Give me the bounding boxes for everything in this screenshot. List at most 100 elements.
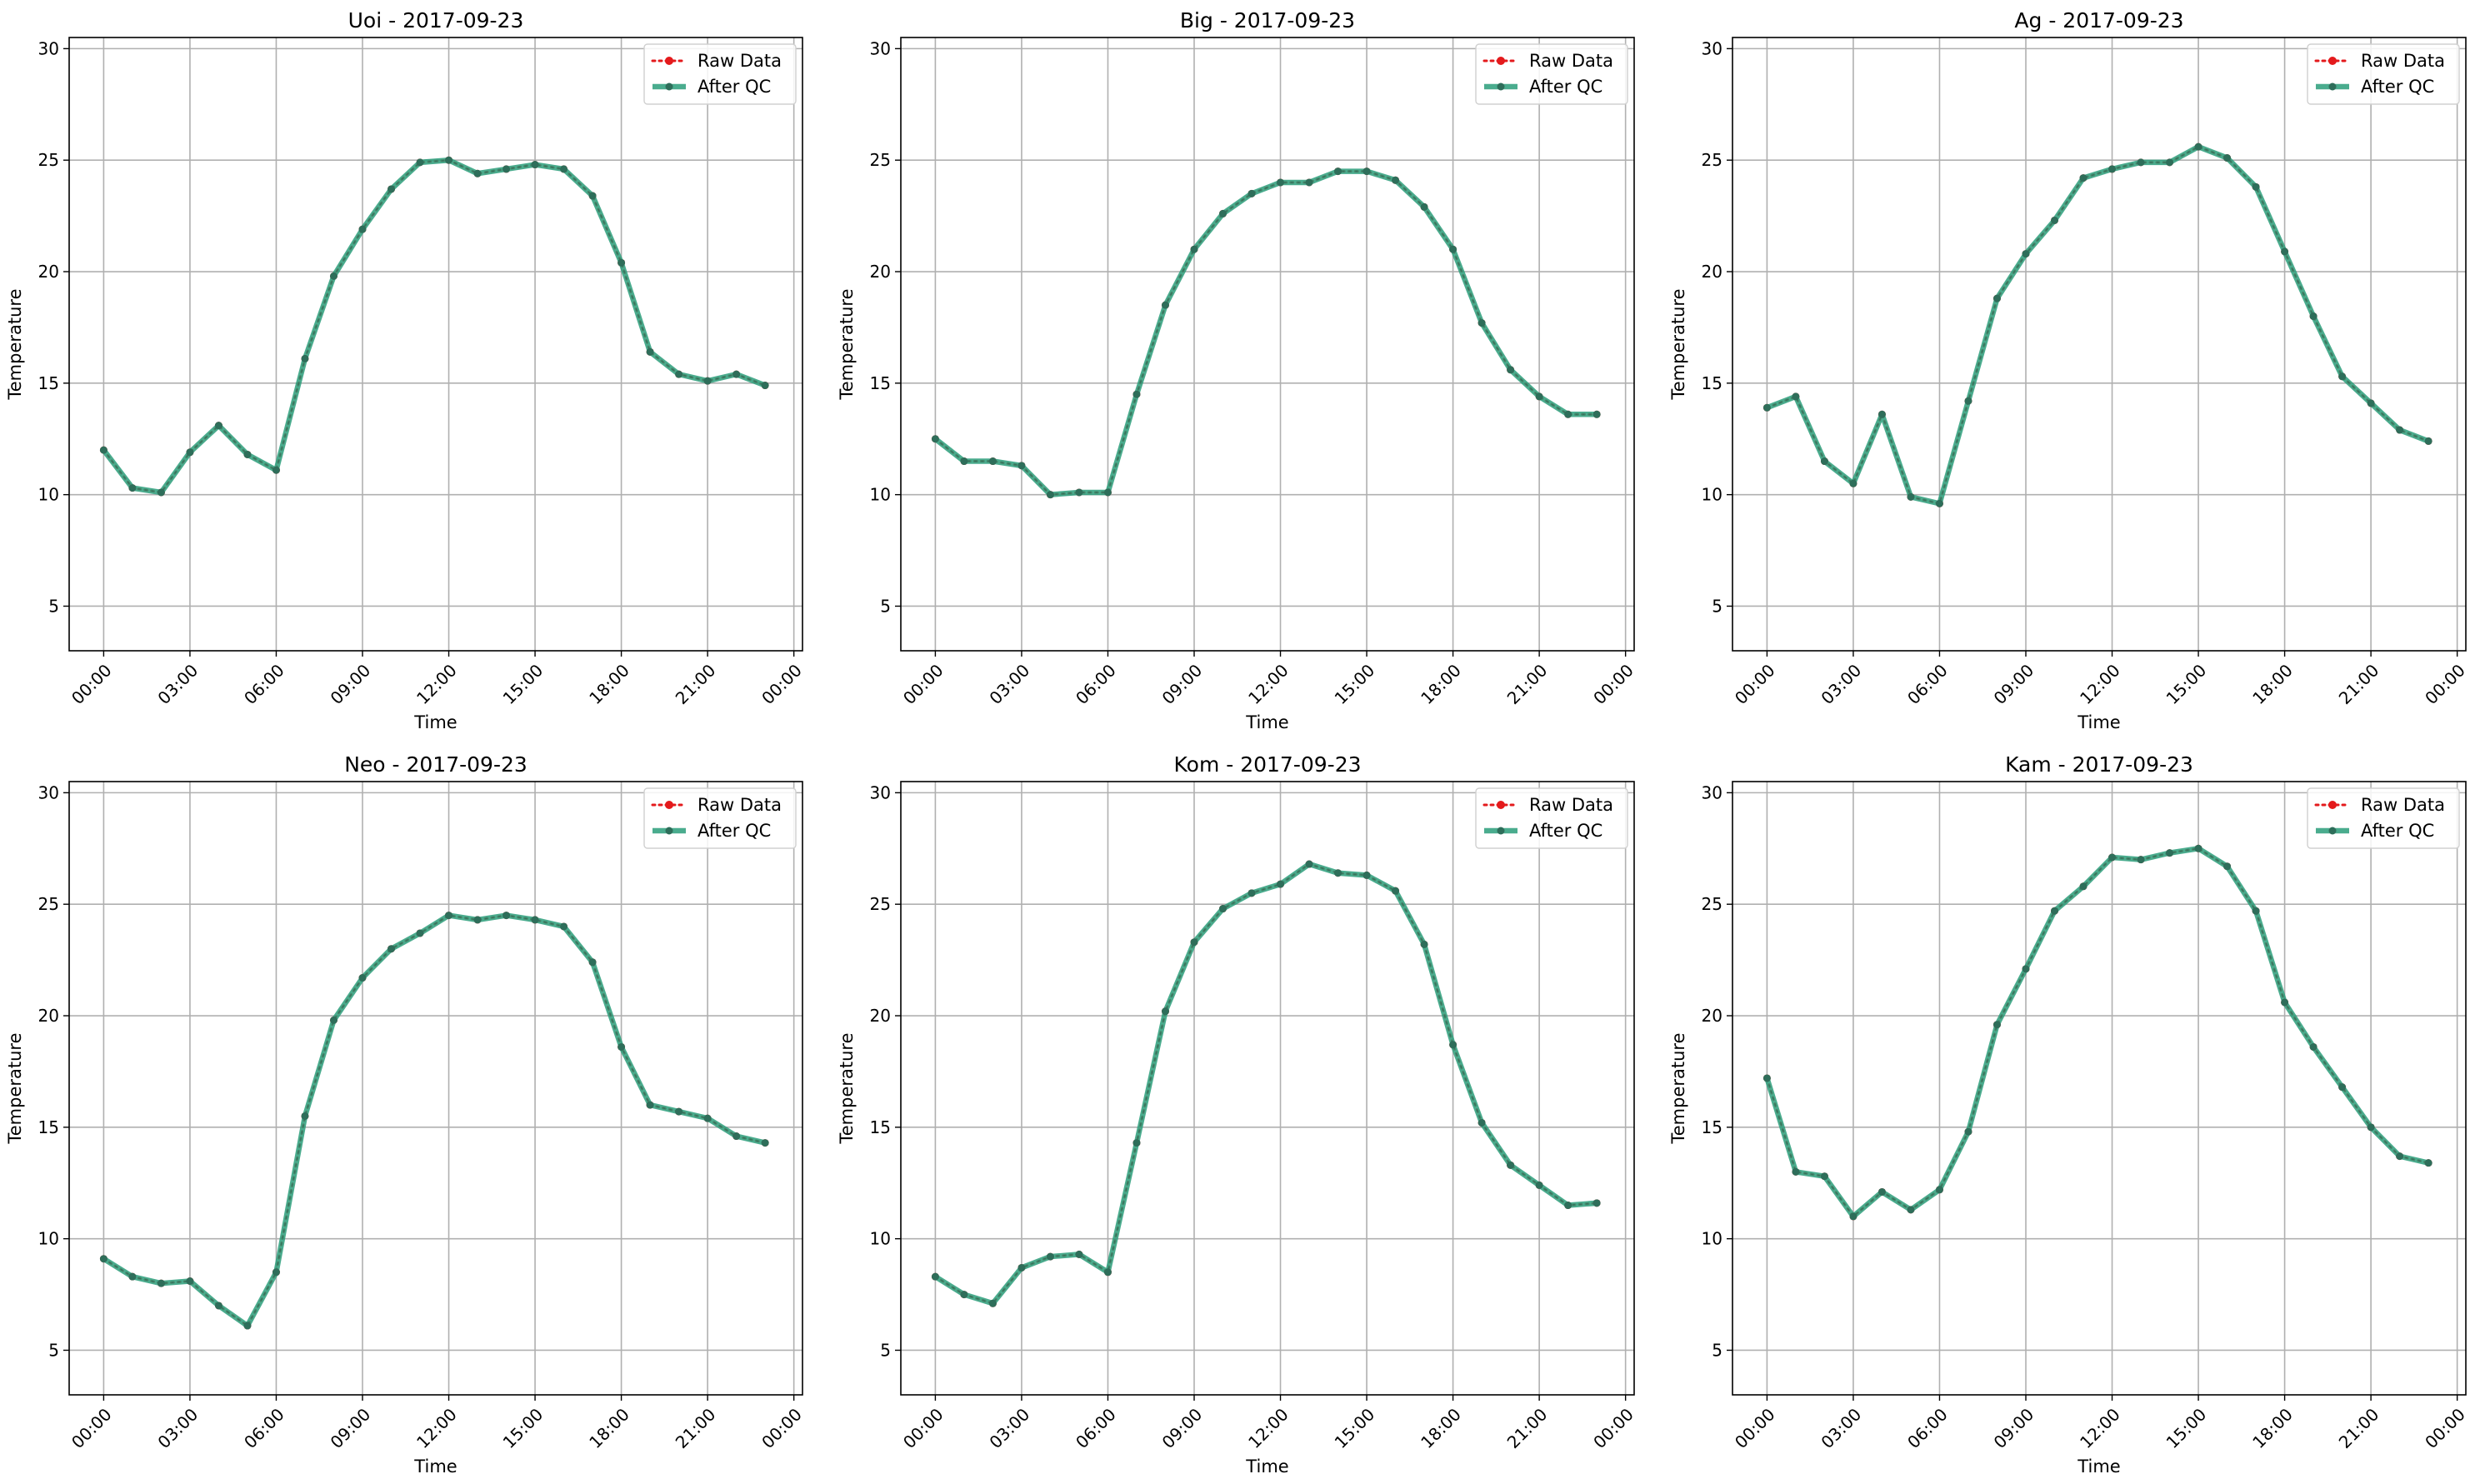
after-qc-point <box>588 192 597 200</box>
x-tick-label: 00:00 <box>68 660 116 708</box>
x-tick-label: 06:00 <box>240 1404 288 1452</box>
after-qc-point <box>1964 397 1972 405</box>
x-tick-label: 21:00 <box>2335 1404 2383 1452</box>
y-tick-label: 20 <box>870 262 891 282</box>
chart-title: Kom - 2017-09-23 <box>1174 752 1362 777</box>
after-qc-point <box>2194 142 2202 151</box>
x-tick-label: 09:00 <box>1158 1404 1207 1452</box>
after-qc-point <box>2281 998 2289 1007</box>
axes-frame <box>900 781 1635 1396</box>
chart-panel-6: 00:00 03:00 06:00 09:00 12:00 15:00 18:00 21:00… <box>1668 752 2469 1477</box>
y-tick-label: 25 <box>1702 894 1722 914</box>
x-tick-label: 12:00 <box>2076 1404 2124 1452</box>
y-tick-label: 20 <box>1702 262 1722 282</box>
y-axis-label: Temperature <box>837 1032 857 1144</box>
after-qc-point <box>2137 158 2145 167</box>
after-qc-point <box>186 1277 194 1286</box>
after-qc-point <box>1762 1074 1771 1082</box>
after-qc-point <box>1820 1172 1828 1181</box>
legend-raw-marker <box>2328 57 2337 65</box>
y-tick-label: 20 <box>870 1006 891 1026</box>
x-tick-label: 03:00 <box>153 1404 202 1452</box>
after-qc-point <box>388 945 396 953</box>
x-tick-label: 12:00 <box>2076 660 2124 708</box>
x-tick-label: 00:00 <box>758 660 806 708</box>
after-qc-point <box>1018 462 1026 470</box>
x-tick-label: 12:00 <box>412 1404 461 1452</box>
x-tick-label: 21:00 <box>2335 660 2383 708</box>
x-tick-label: 18:00 <box>1417 660 1465 708</box>
after-qc-point <box>1792 392 1800 401</box>
after-qc-point <box>2022 965 2030 973</box>
after-qc-point <box>2166 158 2174 167</box>
legend-raw-label: Raw Data <box>2361 795 2445 815</box>
y-tick-label: 5 <box>880 596 891 616</box>
after-qc-point <box>1277 880 1285 888</box>
legend-qc-label: After QC <box>1529 821 1602 841</box>
raw-data-line-overlay <box>1767 146 2429 505</box>
y-axis-label: Temperature <box>5 1032 25 1144</box>
after-qc-point <box>2223 154 2232 162</box>
after-qc-point <box>2338 1083 2347 1092</box>
x-tick-label: 03:00 <box>153 660 202 708</box>
after-qc-point <box>2166 849 2174 857</box>
after-qc-line <box>933 861 1598 1307</box>
legend-qc-marker <box>2328 827 2337 835</box>
x-tick-label: 18:00 <box>1417 1404 1465 1452</box>
after-qc-point <box>502 165 511 173</box>
after-qc-point <box>2194 844 2202 852</box>
legend-raw-label: Raw Data <box>1529 795 1613 815</box>
after-qc-point <box>732 1132 741 1141</box>
after-qc-point <box>99 446 108 454</box>
x-tick-label: 21:00 <box>1503 660 1552 708</box>
y-axis-label: Temperature <box>837 288 857 400</box>
raw-data-line-overlay <box>102 914 766 1327</box>
after-qc-point <box>2367 1123 2375 1132</box>
legend: Raw Data After QC <box>2307 787 2460 849</box>
after-qc-point <box>1362 167 1371 176</box>
raw-data-line-overlay <box>1766 847 2429 1218</box>
raw-data-line <box>933 862 1598 1306</box>
x-tick-label: 12:00 <box>1244 660 1292 708</box>
after-qc-point <box>157 1279 165 1287</box>
legend-qc-label: After QC <box>2361 821 2434 841</box>
after-qc-point <box>2396 426 2404 434</box>
after-qc-point <box>761 1139 769 1147</box>
after-qc-point <box>502 912 511 920</box>
after-qc-point <box>1305 178 1313 187</box>
legend-raw-label: Raw Data <box>698 795 782 815</box>
y-tick-label: 25 <box>1702 150 1722 170</box>
after-qc-point <box>1248 189 1256 197</box>
after-qc-point <box>1907 1206 1915 1214</box>
y-tick-label: 5 <box>48 596 59 616</box>
raw-data-line-overlay <box>934 170 1598 496</box>
after-qc-point <box>1248 889 1256 897</box>
after-qc-point <box>703 377 712 385</box>
after-qc-point <box>1478 319 1486 327</box>
x-tick-label: 06:00 <box>1072 660 1120 708</box>
x-tick-label: 03:00 <box>1817 1404 1865 1452</box>
after-qc-line <box>933 168 1598 497</box>
after-qc-point <box>2309 312 2318 321</box>
legend-raw-label: Raw Data <box>698 51 782 71</box>
legend-qc-label: After QC <box>2361 77 2434 97</box>
y-tick-label: 5 <box>1712 596 1722 616</box>
x-tick-label: 15:00 <box>499 1404 548 1452</box>
after-qc-point <box>1075 488 1083 497</box>
after-qc-point <box>157 488 165 497</box>
after-qc-point <box>1190 245 1198 253</box>
after-qc-line <box>102 912 766 1329</box>
legend: Raw Data After QC <box>1475 787 1628 849</box>
after-qc-point <box>99 1255 108 1263</box>
x-tick-label: 00:00 <box>2421 660 2469 708</box>
after-qc-point <box>1507 366 1515 374</box>
x-tick-label: 15:00 <box>2162 660 2211 708</box>
y-tick-label: 30 <box>870 782 891 802</box>
after-qc-point <box>1334 869 1342 877</box>
after-qc-point <box>588 958 597 967</box>
x-tick-label: 09:00 <box>1158 660 1207 708</box>
after-qc-point <box>272 1268 280 1277</box>
x-axis-label: Time <box>413 712 457 732</box>
x-tick-label: 06:00 <box>1903 1404 1952 1452</box>
